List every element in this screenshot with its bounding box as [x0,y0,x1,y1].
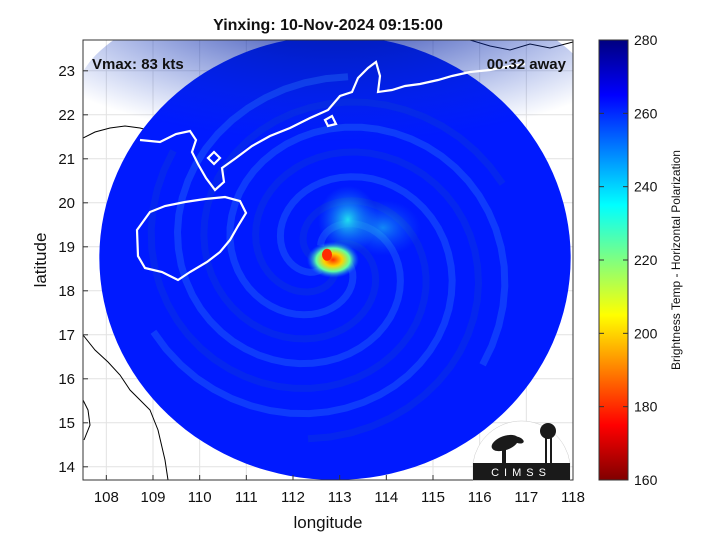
y-axis-label: latitude [31,233,50,288]
colorbar-tick-label: 180 [634,399,658,415]
y-tick-label: 18 [58,283,75,300]
y-tick-label: 23 [58,63,75,80]
coastline-inside [135,60,526,282]
colorbar-label: Brightness Temp - Horizontal Polarizatio… [669,150,683,370]
rainband [226,123,509,367]
x-tick-label: 109 [140,489,165,506]
y-tick-label: 22 [58,107,75,124]
x-tick-label: 108 [94,489,119,506]
cimss-logo: CIMSS [472,420,571,481]
x-tick-label: 118 [561,489,585,506]
y-axis: 14 15 16 17 18 19 20 21 22 23 [58,63,88,476]
x-tick-label: 111 [235,489,258,506]
rainband-cyan-east [345,199,421,256]
x-axis-label: longitude [293,513,362,532]
x-tick-label: 116 [468,489,492,506]
colorbar-tick-label: 240 [634,179,658,195]
x-axis: 108 109 110 111 112 113 114 115 116 117 118 [94,475,585,506]
eyewall [307,241,359,278]
rainband [252,148,483,443]
y-tick-label: 20 [58,195,75,212]
y-tick-label: 21 [58,151,75,168]
rainband [147,149,430,392]
vmax-label: Vmax: 83 kts [92,56,184,73]
satellite-swath [83,40,573,480]
colorbar-tick-label: 220 [634,252,658,268]
rainband [200,98,506,343]
time-away-label: 00:32 away [487,56,567,73]
y-tick-label: 14 [58,459,75,476]
colorbar-tick-label: 260 [634,105,658,121]
x-tick-label: 112 [281,489,305,506]
x-tick-label: 115 [421,489,445,506]
y-tick-label: 17 [58,327,75,344]
x-tick-label: 113 [328,489,352,506]
colorbar-tick-label: 200 [634,325,658,341]
x-tick-label: 114 [374,489,398,506]
colorbar-tick-label: 160 [634,472,658,488]
cimss-logo-text: CIMSS [491,467,551,479]
south-china-coast [139,60,526,192]
chart-title: Yinxing: 10-Nov-2024 09:15:00 [213,17,443,34]
colorbar-tick-label: 280 [634,32,658,48]
rainband [150,173,456,418]
y-tick-label: 19 [58,239,75,256]
hainan-island [135,195,248,282]
x-tick-label: 110 [188,489,212,506]
y-tick-label: 16 [58,371,75,388]
eyewall-peak [322,248,332,261]
colorbar-ticks: 280 260 240 220 200 180 160 [599,32,658,488]
x-tick-label: 117 [514,489,538,506]
y-tick-label: 15 [58,415,75,432]
